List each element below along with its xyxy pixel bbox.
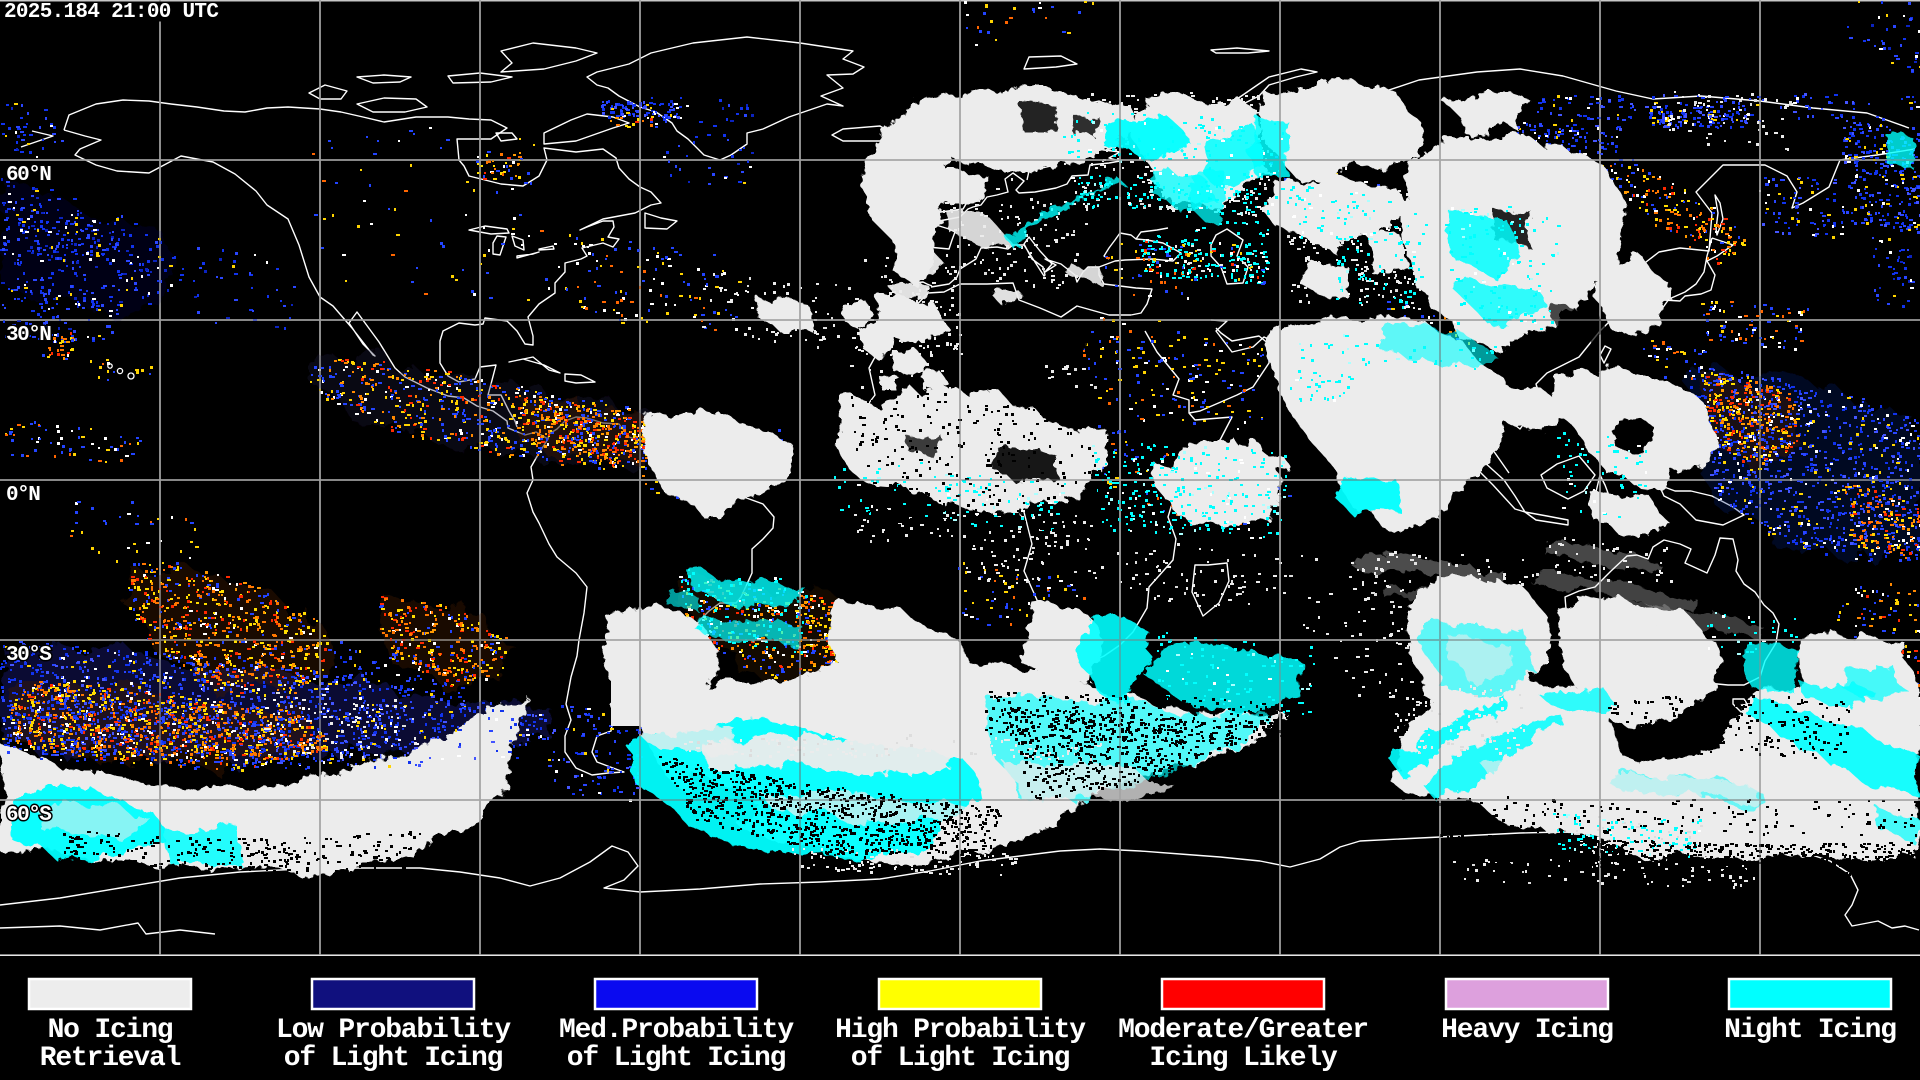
svg-text:of Light Icing: of Light Icing bbox=[284, 1043, 503, 1074]
svg-text:Icing Likely: Icing Likely bbox=[1149, 1043, 1338, 1074]
svg-text:of Light Icing: of Light Icing bbox=[567, 1043, 786, 1074]
svg-text:Retrieval: Retrieval bbox=[40, 1043, 181, 1074]
svg-text:No Icing: No Icing bbox=[48, 1015, 173, 1046]
svg-text:60°N: 60°N bbox=[6, 164, 51, 187]
svg-text:of Light Icing: of Light Icing bbox=[851, 1043, 1070, 1074]
svg-text:Heavy Icing: Heavy Icing bbox=[1441, 1015, 1613, 1046]
svg-text:Night Icing: Night Icing bbox=[1724, 1015, 1896, 1046]
svg-text:Med.Probability: Med.Probability bbox=[559, 1015, 794, 1046]
svg-text:Moderate/Greater: Moderate/Greater bbox=[1118, 1015, 1368, 1046]
svg-text:0°N: 0°N bbox=[6, 484, 40, 507]
svg-text:30°N: 30°N bbox=[6, 324, 51, 347]
svg-text:2025.184 21:00 UTC: 2025.184 21:00 UTC bbox=[4, 1, 219, 24]
svg-text:Low Probability: Low Probability bbox=[276, 1015, 511, 1046]
svg-text:60°S: 60°S bbox=[6, 804, 51, 827]
svg-text:30°S: 30°S bbox=[6, 644, 51, 667]
svg-text:High Probability: High Probability bbox=[835, 1015, 1086, 1046]
